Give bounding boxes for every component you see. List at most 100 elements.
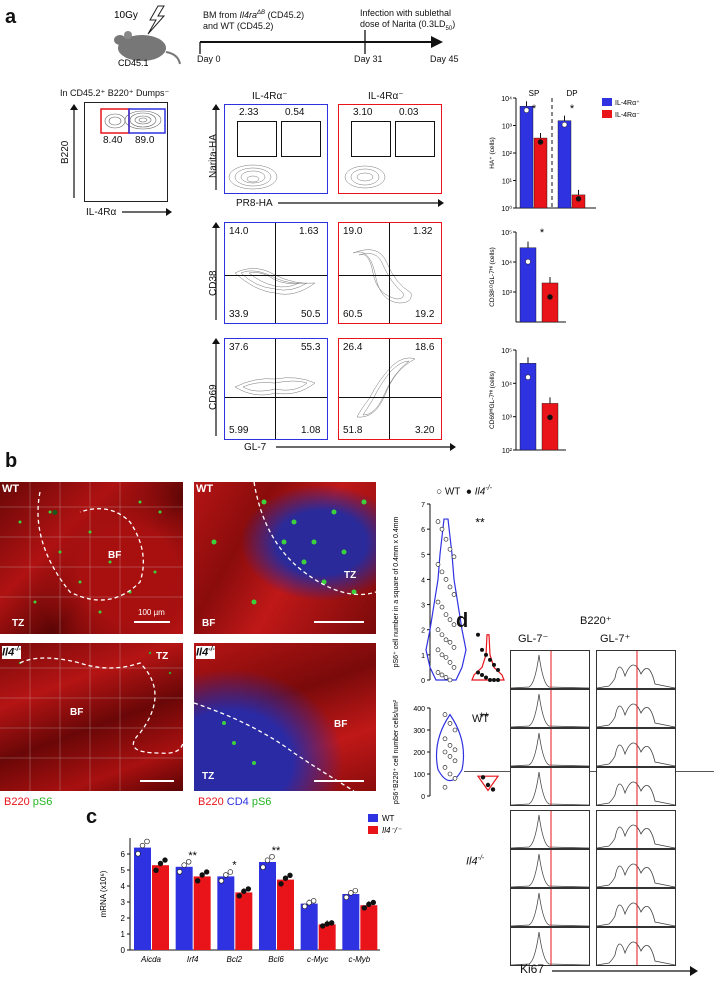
histogram-curve bbox=[597, 703, 675, 727]
violin-wt bbox=[435, 713, 465, 782]
chart-ha-cells: 10⁰ 10¹ 10² 10³ 10⁴ HA⁺ (cells) SP DP * * IL-4Rα⁺ I… bbox=[489, 89, 640, 213]
tick-label: 10⁰ bbox=[501, 205, 512, 213]
data-point bbox=[435, 647, 441, 653]
data-point bbox=[442, 765, 448, 770]
flow-plot-cd69-wt: 37.6 55.3 5.99 1.08 bbox=[224, 338, 328, 440]
histogram-curve bbox=[597, 742, 675, 766]
histogram-col2: GL-7⁺ bbox=[600, 633, 631, 645]
wt-label: WT bbox=[2, 483, 20, 495]
violin-legend: ○ WT ● Il4-/- bbox=[436, 485, 492, 498]
day45-label: Day 45 bbox=[430, 54, 459, 64]
histogram-curve bbox=[511, 693, 589, 727]
panel-label-d: d bbox=[456, 610, 469, 632]
tick-label: 1 bbox=[121, 930, 126, 939]
significance: ** bbox=[475, 516, 485, 530]
data-point bbox=[435, 670, 441, 675]
data-point bbox=[366, 901, 372, 908]
data-point bbox=[490, 787, 496, 792]
histogram-curve bbox=[597, 664, 675, 688]
data-point bbox=[203, 869, 210, 875]
tick-label: 10² bbox=[502, 151, 513, 158]
tz-label: TZ bbox=[344, 570, 357, 581]
category-label: Aicda bbox=[140, 955, 162, 964]
mouse-schematic: 10Gy CD45.1 bbox=[114, 5, 181, 68]
data-point bbox=[282, 875, 289, 881]
violin-wt bbox=[425, 518, 467, 681]
legend-label: WT bbox=[382, 814, 395, 823]
legend-label: Il4⁻/⁻ bbox=[382, 826, 402, 835]
data-point bbox=[439, 604, 445, 610]
data-point bbox=[241, 888, 247, 894]
histogram-curve bbox=[597, 824, 675, 848]
data-point bbox=[443, 655, 449, 660]
gate-value-pos: 89.0 bbox=[135, 135, 155, 146]
tick-label: 10¹ bbox=[502, 179, 513, 186]
legend-swatch bbox=[368, 826, 378, 834]
data-point bbox=[443, 612, 449, 617]
data-point bbox=[352, 887, 359, 894]
bar bbox=[300, 903, 318, 950]
data-point bbox=[547, 294, 553, 300]
ki67-histogram bbox=[510, 927, 590, 966]
tick-label: 2 bbox=[121, 914, 126, 923]
data-point bbox=[447, 771, 453, 777]
histogram-ko-label: Il4-/- bbox=[466, 855, 485, 868]
histogram-curve bbox=[597, 863, 675, 887]
data-point bbox=[185, 859, 192, 865]
chart-cd38-cells: 10³ 10⁴ 10⁵ CD38ᴸᴼGL-7ᴴᴵ (cells) * bbox=[489, 227, 566, 323]
lightning-icon bbox=[147, 5, 166, 35]
data-point bbox=[278, 881, 284, 887]
bar bbox=[360, 905, 378, 950]
legend-label: IL-4Rα⁻ bbox=[615, 112, 640, 119]
legend-swatch bbox=[368, 814, 378, 822]
bf-label: BF bbox=[108, 550, 122, 561]
ki67-histogram bbox=[596, 728, 676, 767]
data-point bbox=[324, 921, 330, 927]
flow-plot-cd38-wt: 14.0 1.63 33.9 50.5 bbox=[224, 222, 328, 324]
tick-label: 10⁴ bbox=[501, 381, 512, 388]
day31-label: Day 31 bbox=[354, 54, 383, 64]
histogram-curve bbox=[597, 941, 675, 965]
data-point bbox=[199, 872, 205, 878]
data-point bbox=[442, 749, 448, 755]
violin-chart-ps6-b220: 0 100 200 300 400 pS6⁺B220⁺ cell number cells… bbox=[393, 700, 500, 804]
bar bbox=[217, 876, 235, 950]
flow-plot-cd69-ko: 26.4 18.6 51.8 3.20 bbox=[338, 338, 442, 440]
quad-value: 18.6 bbox=[415, 342, 435, 353]
data-point bbox=[435, 519, 441, 524]
data-point bbox=[181, 862, 187, 868]
data-point bbox=[194, 878, 201, 884]
bar bbox=[152, 865, 169, 950]
quad-value: 26.4 bbox=[343, 342, 363, 353]
legend-swatch bbox=[602, 110, 612, 118]
violin-ko bbox=[476, 775, 500, 792]
data-point bbox=[139, 842, 146, 849]
tick-label: 10⁵ bbox=[501, 348, 512, 355]
data-point bbox=[451, 592, 457, 597]
micrograph-ko-low: BF TZ bbox=[0, 643, 183, 791]
panel-label-b: b bbox=[5, 450, 18, 472]
tick-label: 10² bbox=[502, 448, 513, 455]
tick-label: 7 bbox=[421, 502, 425, 509]
data-point bbox=[264, 857, 271, 863]
data-point bbox=[525, 258, 531, 265]
data-point bbox=[218, 878, 225, 884]
data-point bbox=[451, 645, 457, 650]
tick-label: 6 bbox=[421, 527, 425, 534]
y-axis-label: mRNA (x10⁶) bbox=[99, 870, 108, 917]
histogram-wt-label: WT bbox=[472, 713, 490, 725]
legend-left: B220 pS6 bbox=[4, 796, 53, 808]
data-point bbox=[480, 672, 484, 677]
data-point bbox=[447, 584, 453, 590]
histogram-curve bbox=[511, 771, 589, 805]
bar bbox=[557, 120, 572, 209]
data-point bbox=[435, 627, 441, 633]
data-point bbox=[451, 622, 457, 627]
significance: ** bbox=[479, 710, 489, 724]
data-point bbox=[447, 754, 453, 759]
data-point bbox=[269, 854, 275, 860]
data-point bbox=[439, 652, 445, 658]
wt-label: WT bbox=[196, 483, 214, 495]
category-label: Irf4 bbox=[187, 955, 199, 964]
bar bbox=[342, 894, 360, 950]
